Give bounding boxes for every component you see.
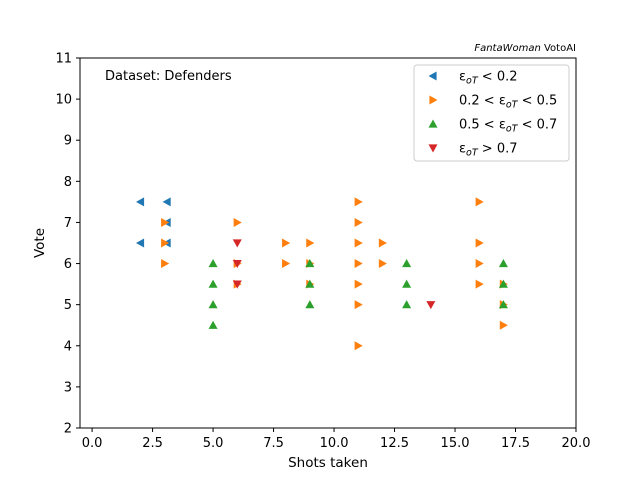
point-s4 (426, 301, 436, 310)
watermark-plain: VotoAI (541, 43, 576, 54)
point-s2 (475, 259, 484, 269)
y-axis-label: Vote (32, 228, 48, 258)
y-tick-label: 7 (64, 216, 72, 231)
point-s2 (354, 341, 363, 351)
legend-label-s3: 0.5 < εoT < 0.7 (459, 118, 557, 135)
legend-label-s4: εoT > 0.7 (459, 142, 518, 159)
point-s2 (354, 300, 363, 310)
legend-label-sub: oT (466, 76, 479, 87)
point-s2 (475, 279, 484, 289)
x-tick-label: 0.0 (82, 436, 103, 451)
data-points (135, 197, 508, 351)
legend-label-post: > 0.7 (478, 142, 518, 157)
legend-label-pre: ε (459, 70, 466, 85)
y-tick-label: 11 (55, 52, 72, 67)
legend-label-sub: oT (506, 124, 519, 135)
legend-label-sub: oT (466, 148, 479, 159)
point-s2 (354, 238, 363, 248)
point-s2 (233, 217, 242, 227)
point-s3 (402, 300, 412, 309)
y-tick-label: 2 (64, 422, 72, 437)
point-s3 (498, 300, 508, 309)
x-tick-label: 20.0 (562, 436, 591, 451)
y-tick-label: 3 (64, 380, 72, 395)
point-s2 (378, 259, 387, 269)
point-s2 (282, 259, 291, 269)
legend-label-sub: oT (506, 100, 519, 111)
legend-label-post: < 0.7 (517, 118, 557, 133)
point-s4 (232, 239, 242, 248)
x-axis-label: Shots taken (288, 455, 368, 471)
legend: εoT < 0.20.2 < εoT < 0.50.5 < εoT < 0.7ε… (413, 64, 570, 162)
point-s2 (354, 259, 363, 269)
legend-label-post: < 0.5 (517, 94, 557, 109)
point-s3 (402, 279, 412, 288)
x-tick-label: 15.0 (441, 436, 470, 451)
point-s3 (208, 279, 218, 288)
y-tick-label: 5 (64, 298, 72, 313)
legend-marker-s2 (429, 95, 438, 105)
point-s2 (282, 238, 291, 248)
plot-area (79, 57, 577, 429)
point-s2 (354, 217, 363, 227)
watermark-italic: FantaWoman (474, 43, 540, 54)
point-s2 (475, 238, 484, 248)
y-tick-label: 10 (55, 93, 72, 108)
point-s4 (232, 259, 242, 269)
point-s3 (208, 300, 218, 309)
watermark: FantaWoman VotoAI (474, 43, 576, 54)
point-s2 (475, 197, 484, 207)
point-s2 (161, 238, 170, 248)
point-s2 (354, 279, 363, 289)
legend-items: εoT < 0.20.2 < εoT < 0.50.5 < εoT < 0.7ε… (428, 70, 557, 159)
point-s3 (305, 259, 315, 268)
point-s2 (306, 238, 315, 248)
point-s3 (498, 279, 508, 288)
axis-ticks: 0.0 2.5 5.0 7.5 10.0 12.5 15.0 17.5 20.0 2 3 4 5 6 7 8 9… (55, 52, 590, 452)
x-tick-label: 12.5 (380, 436, 409, 451)
point-s1 (135, 197, 145, 207)
x-tick-label: 17.5 (501, 436, 530, 451)
legend-box (413, 64, 570, 162)
x-tick-label: 2.5 (142, 436, 163, 451)
point-s4 (232, 280, 242, 289)
legend-marker-s3 (428, 119, 438, 128)
legend-label-s1: εoT < 0.2 (459, 70, 518, 87)
point-s1 (135, 238, 145, 248)
point-s3 (498, 259, 508, 268)
point-s2 (161, 217, 170, 227)
x-tick-label: 10.0 (320, 436, 349, 451)
legend-label-pre: 0.2 < ε (459, 94, 506, 109)
point-s2 (161, 259, 170, 269)
point-s2 (378, 238, 387, 248)
x-tick-label: 5.0 (203, 436, 224, 451)
point-s3 (208, 320, 218, 329)
legend-label-s2: 0.2 < εoT < 0.5 (459, 94, 557, 111)
y-tick-label: 8 (64, 175, 72, 190)
y-tick-label: 6 (64, 257, 72, 272)
y-tick-label: 9 (64, 134, 72, 149)
point-s3 (305, 279, 315, 288)
y-tick-label: 4 (64, 339, 72, 354)
point-s3 (305, 300, 315, 309)
legend-marker-s4 (428, 144, 438, 153)
dataset-annotation: Dataset: Defenders (105, 69, 232, 84)
point-s3 (208, 259, 218, 268)
point-s2 (354, 197, 363, 207)
legend-marker-s1 (428, 71, 437, 81)
legend-label-post: < 0.2 (478, 70, 518, 85)
x-tick-label: 7.5 (263, 436, 284, 451)
legend-label-pre: 0.5 < ε (459, 118, 506, 133)
point-s2 (499, 320, 508, 330)
legend-label-pre: ε (459, 142, 466, 157)
point-s1 (162, 197, 171, 207)
point-s3 (402, 259, 412, 268)
